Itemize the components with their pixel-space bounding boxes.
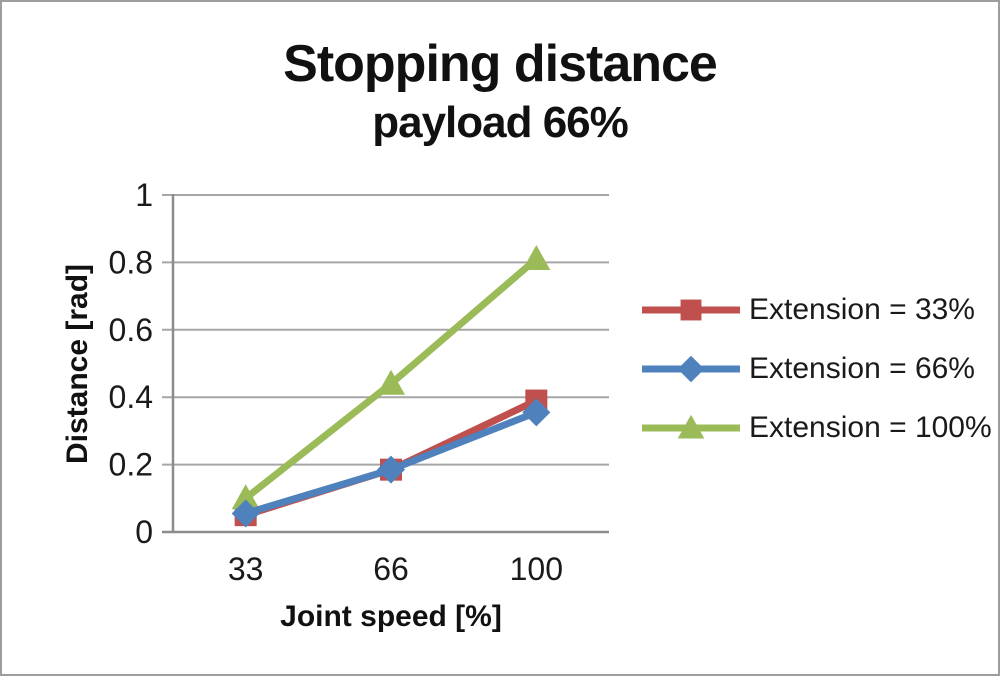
- series-2: [231, 398, 551, 528]
- marker-triangle: [677, 414, 705, 438]
- marker-diamond: [377, 455, 405, 484]
- legend-label: Extension = 66%: [749, 351, 975, 385]
- marker-triangle: [231, 484, 260, 510]
- marker-diamond: [522, 398, 551, 427]
- y-tick-label: 1: [135, 177, 153, 213]
- marker-triangle: [522, 245, 551, 271]
- legend-item-1: Extension = 33%: [642, 280, 992, 339]
- chart-title: Stopping distance: [283, 35, 718, 93]
- marker-diamond: [231, 499, 260, 528]
- marker-square: [680, 299, 702, 320]
- y-axis-title: Distance [rad]: [61, 263, 94, 465]
- x-tick-label: 100: [510, 551, 563, 587]
- legend-item-3: Extension = 100%: [642, 398, 992, 457]
- legend-label: Extension = 33%: [749, 292, 975, 326]
- chart-subtitle: payload 66%: [372, 98, 629, 147]
- x-tick-label: 33: [228, 551, 264, 587]
- legend-marker-square-icon: [642, 299, 740, 320]
- marker-diamond: [677, 355, 705, 382]
- y-tick-label: 0.4: [109, 379, 153, 415]
- legend-label: Extension = 100%: [749, 410, 992, 444]
- marker-triangle: [377, 369, 405, 395]
- x-tick-label: 66: [373, 551, 409, 587]
- y-tick-label: 0: [135, 514, 153, 550]
- x-axis-title: Joint speed [%]: [280, 600, 502, 633]
- legend-marker-triangle-icon: [642, 414, 740, 438]
- series-3: [231, 245, 551, 510]
- legend-marker-diamond-icon: [642, 355, 740, 382]
- legend: Extension = 33% Extension = 66% Extension …: [642, 280, 992, 457]
- y-tick-label: 0.6: [109, 312, 153, 348]
- legend-item-2: Extension = 66%: [642, 339, 992, 398]
- y-tick-label: 0.8: [109, 244, 153, 280]
- y-tick-label: 0.2: [109, 447, 153, 483]
